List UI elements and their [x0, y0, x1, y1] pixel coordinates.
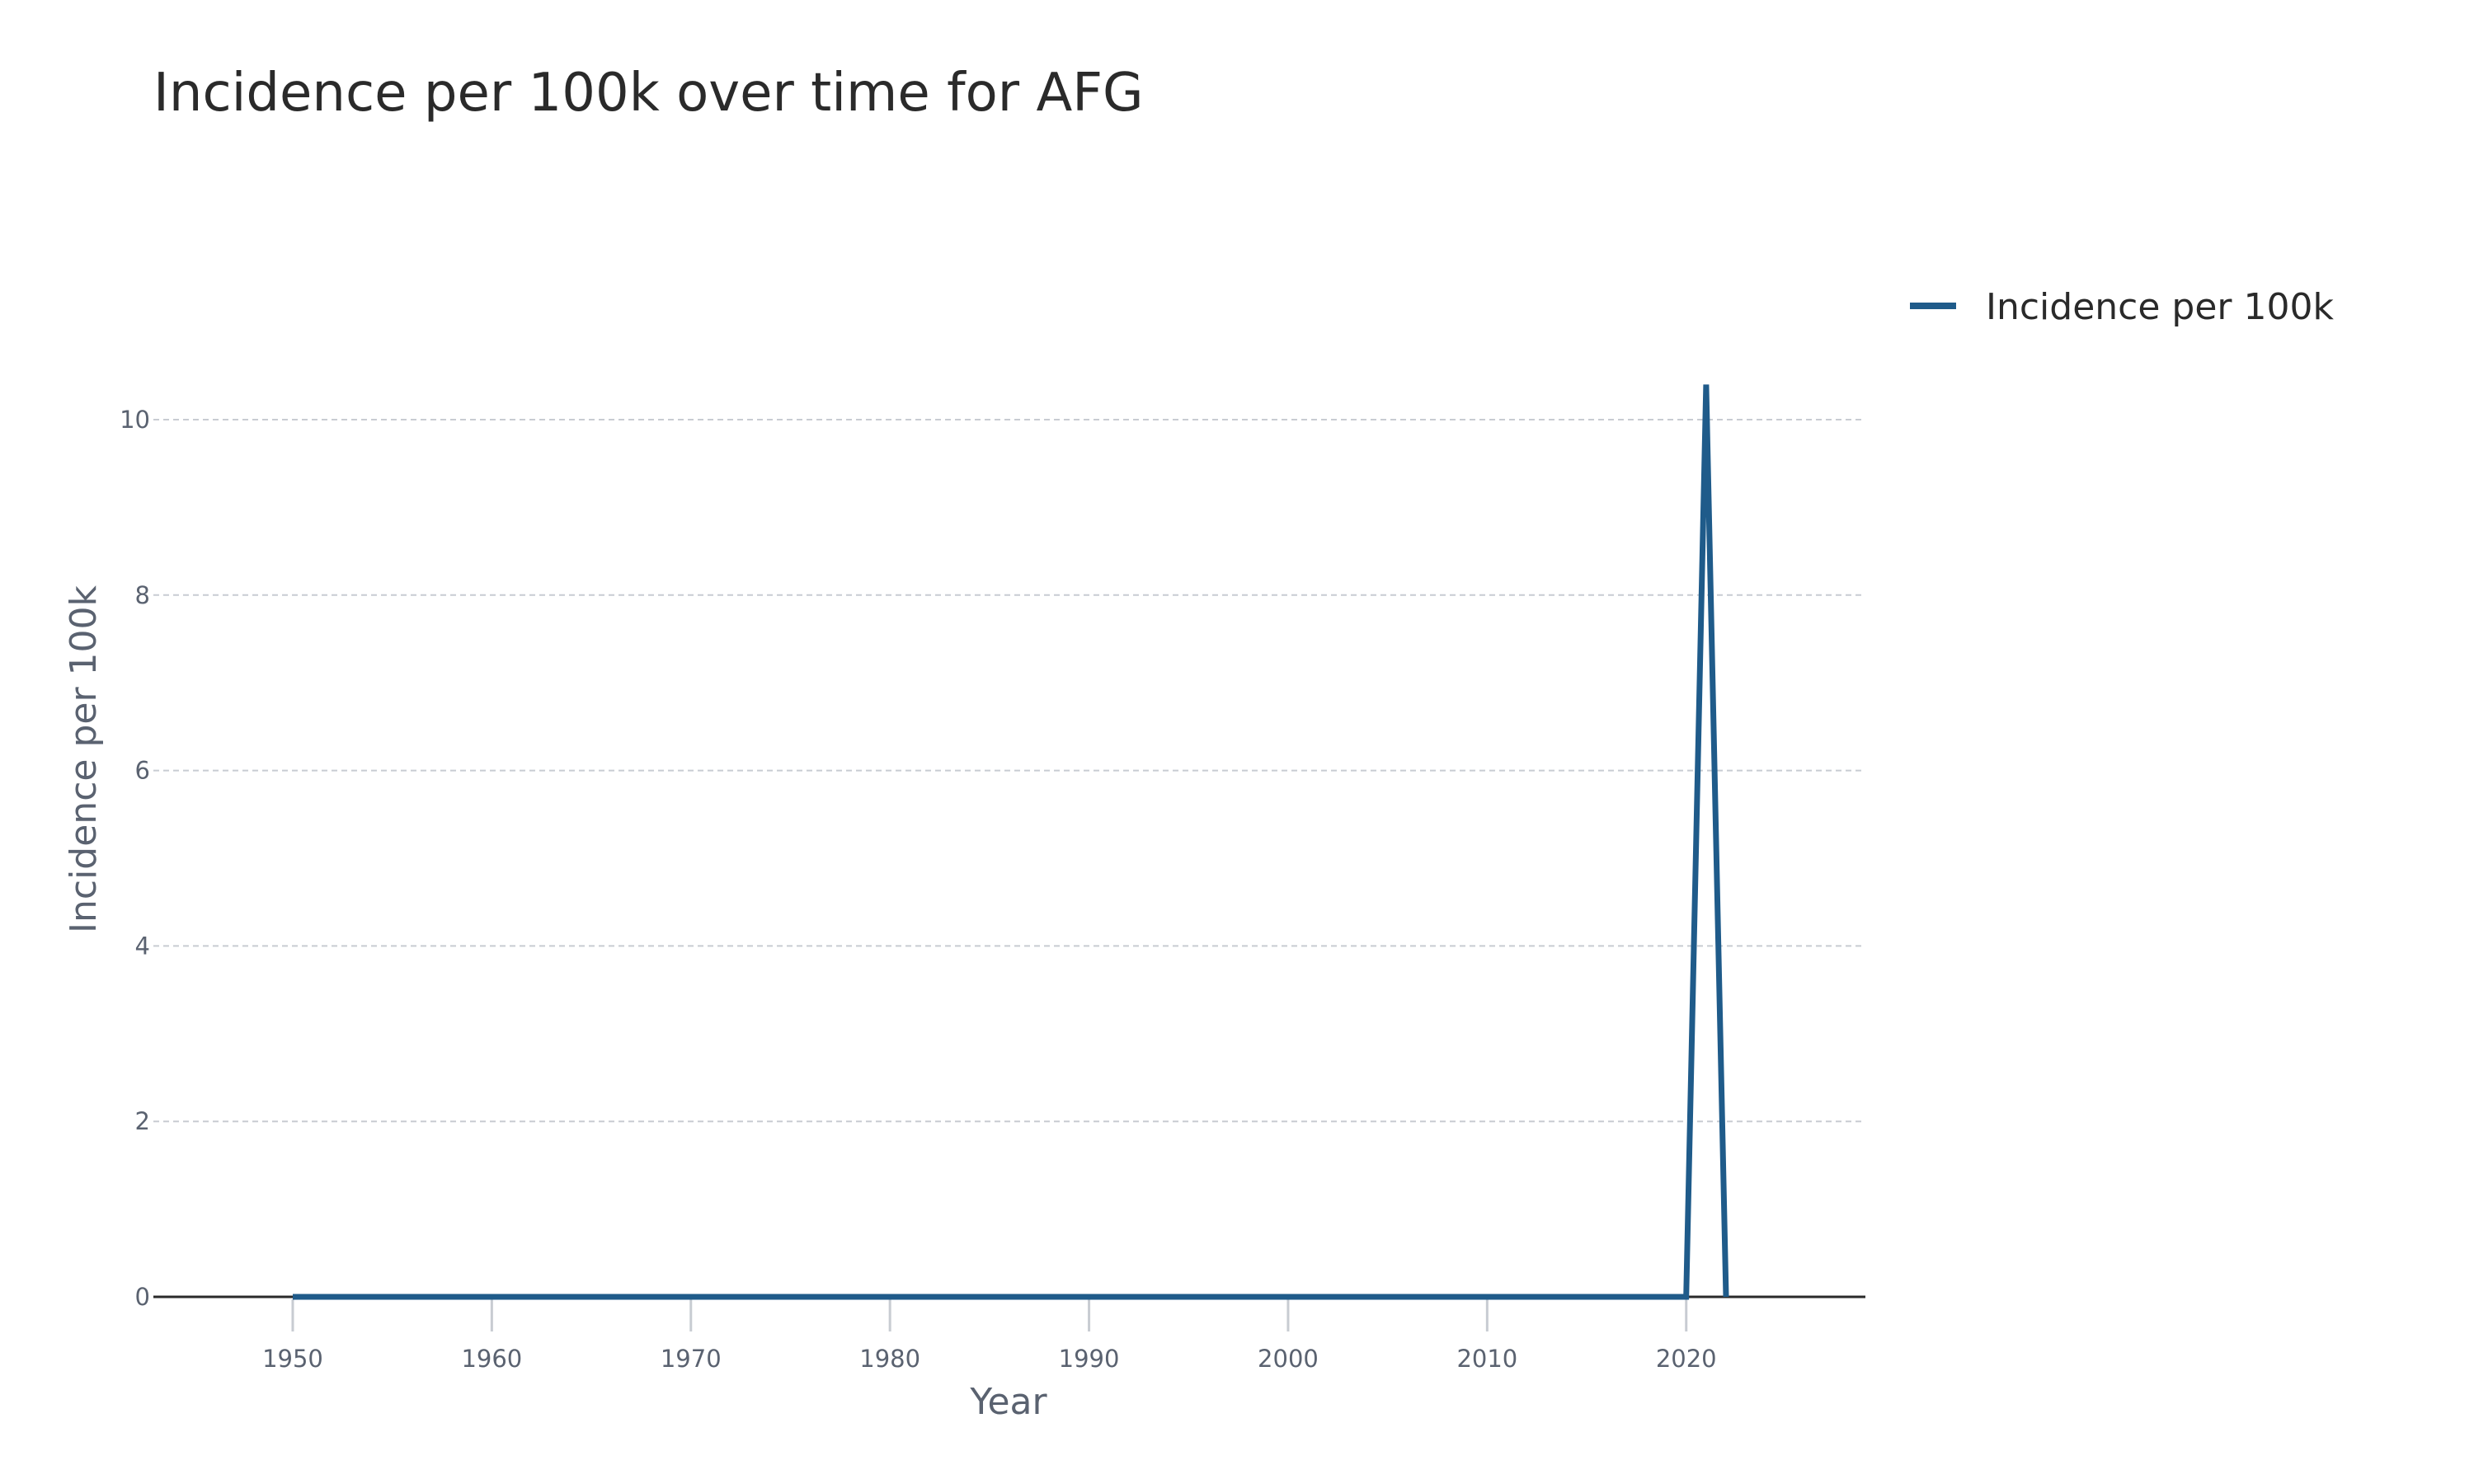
y-tick-label: 10	[120, 406, 150, 434]
series-lines	[293, 384, 1729, 1300]
x-tick-label: 2020	[1656, 1345, 1717, 1373]
x-tick-label: 1970	[661, 1345, 722, 1373]
y-tick-label: 0	[135, 1283, 150, 1311]
legend[interactable]: Incidence per 100k	[1910, 286, 2334, 328]
y-tick-label: 4	[135, 932, 150, 960]
x-axis-title: Year	[969, 1381, 1047, 1423]
legend-item-label[interactable]: Incidence per 100k	[1986, 286, 2334, 328]
x-tick-label: 1950	[262, 1345, 323, 1373]
y-axis-title: Incidence per 100k	[63, 585, 105, 933]
series-line-0	[293, 384, 1729, 1300]
x-tick-label: 1960	[461, 1345, 522, 1373]
y-tick-label: 8	[135, 581, 150, 609]
chart-title: Incidence per 100k over time for AFG	[153, 63, 1144, 124]
x-tick-label: 2000	[1258, 1345, 1319, 1373]
x-tick-label: 1990	[1059, 1345, 1120, 1373]
y-tick-label: 2	[135, 1107, 150, 1135]
gridlines	[153, 418, 1865, 1123]
y-tick-label: 6	[135, 757, 150, 785]
y-axis-ticks: 0 2 4 6 8 10	[120, 406, 150, 1311]
x-tick-label: 2010	[1456, 1345, 1517, 1373]
x-axis-ticks: 1950 1960 1970 1980 1990 2000 2010 2020	[262, 1299, 1717, 1373]
x-tick-label: 1980	[859, 1345, 920, 1373]
